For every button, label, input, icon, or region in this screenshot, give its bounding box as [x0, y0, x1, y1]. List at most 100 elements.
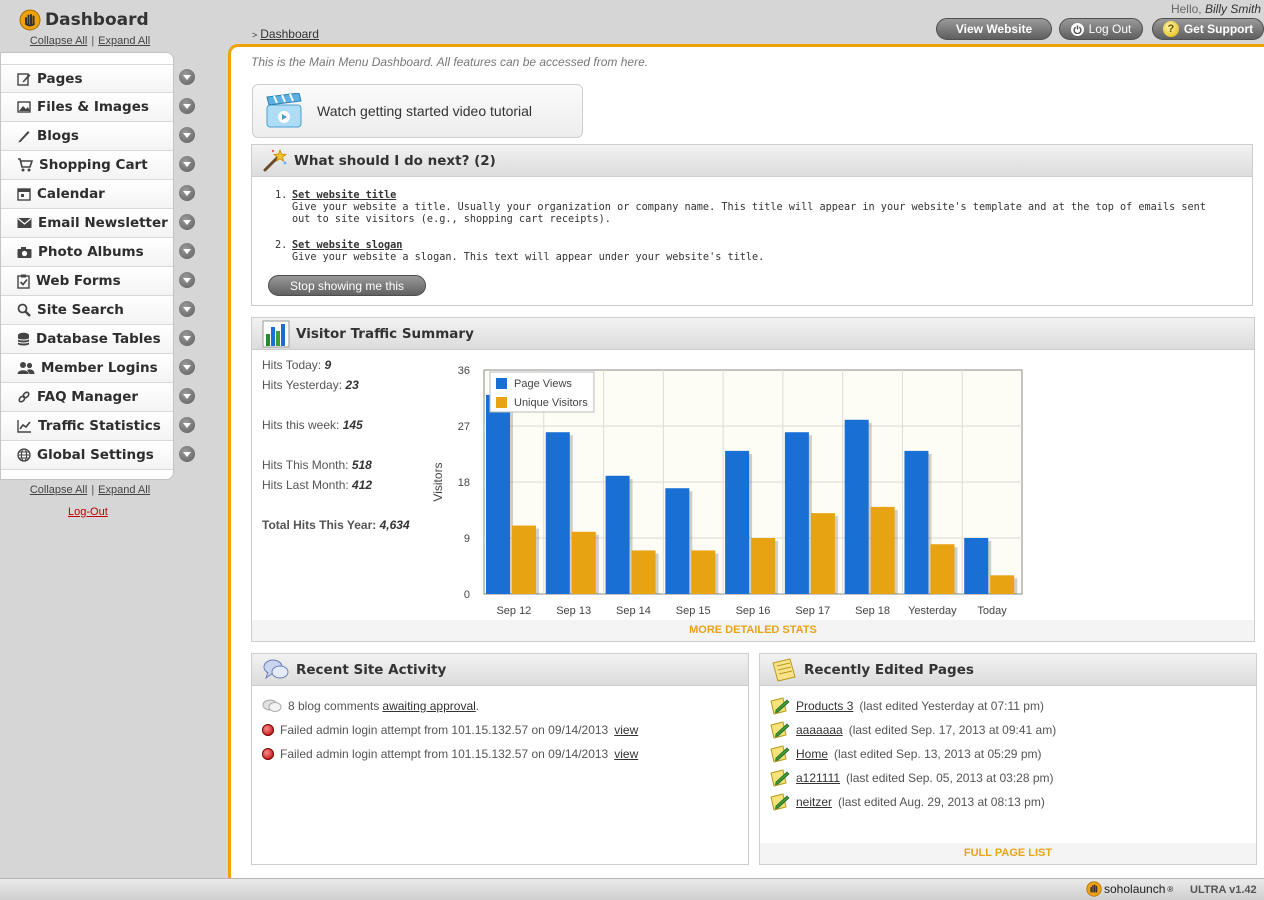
- magnifier-icon: [17, 303, 31, 317]
- sidebar-item-web-forms[interactable]: Web Forms: [1, 267, 173, 296]
- step-number: 2.: [275, 240, 288, 251]
- bar-unique-visitors: [631, 550, 656, 594]
- expand-chevron-icon[interactable]: [179, 69, 195, 85]
- view-link[interactable]: view: [614, 723, 639, 737]
- cart-icon: [17, 158, 33, 172]
- database-icon: [17, 332, 30, 347]
- x-tick-label: Sep 13: [556, 605, 591, 617]
- envelope-icon: [17, 217, 32, 229]
- sidebar-item-pages[interactable]: Pages: [1, 64, 173, 93]
- sidebar-item-blogs[interactable]: Blogs: [1, 122, 173, 151]
- view-website-button[interactable]: View Website: [936, 18, 1052, 40]
- sidebar-item-member-logins[interactable]: Member Logins: [1, 354, 173, 383]
- hand-logo-icon: [19, 9, 41, 31]
- legend-label: Unique Visitors: [514, 397, 588, 409]
- view-link[interactable]: view: [614, 747, 639, 761]
- sidebar-item-photo-albums[interactable]: Photo Albums: [1, 238, 173, 267]
- x-tick-label: Sep 15: [676, 605, 711, 617]
- set-website-slogan-link[interactable]: Set website slogan: [292, 240, 403, 251]
- sidebar-logout-link[interactable]: Log-Out: [68, 506, 108, 518]
- sidebar-item-faq-manager[interactable]: FAQ Manager: [1, 383, 173, 412]
- expand-all-link[interactable]: Expand All: [98, 35, 151, 47]
- expand-chevron-icon[interactable]: [179, 214, 195, 230]
- full-page-list-link[interactable]: FULL PAGE LIST: [760, 843, 1256, 864]
- calendar-icon: [17, 187, 31, 201]
- page-link[interactable]: neitzer: [796, 795, 833, 809]
- list-item: aaaaaaa (last edited Sep. 17, 2013 at 09:…: [770, 718, 1246, 742]
- expand-chevron-icon[interactable]: [179, 272, 195, 288]
- collapse-all-link[interactable]: Collapse All: [29, 484, 88, 496]
- magic-wand-icon: [262, 148, 288, 173]
- get-support-button[interactable]: ? Get Support: [1152, 18, 1264, 40]
- expand-chevron-icon[interactable]: [179, 243, 195, 259]
- sidebar-item-email-newsletter[interactable]: Email Newsletter: [1, 209, 173, 238]
- pencil-paper-icon: [770, 721, 790, 739]
- x-tick-label: Sep 14: [616, 605, 651, 617]
- sidebar-item-files-images[interactable]: Files & Images: [1, 93, 173, 122]
- expand-chevron-icon[interactable]: [179, 388, 195, 404]
- page-link[interactable]: Home: [796, 747, 829, 761]
- activity-text: Failed admin login attempt from 101.15.1…: [280, 723, 609, 737]
- y-tick-label: 27: [458, 421, 470, 433]
- next-steps-panel: What should I do next? (2) 1. Set website…: [251, 144, 1253, 306]
- globe-icon: [17, 448, 31, 462]
- bar-unique-visitors: [751, 538, 776, 594]
- recent-activity-header: Recent Site Activity: [252, 654, 748, 686]
- next-steps-title: What should I do next? (2): [294, 152, 496, 169]
- expand-chevron-icon[interactable]: [179, 185, 195, 201]
- sidebar-item-label: Global Settings: [37, 447, 154, 463]
- stat-label: Hits This Month:: [262, 458, 349, 472]
- page-link[interactable]: a121111: [796, 771, 841, 785]
- expand-chevron-icon[interactable]: [179, 156, 195, 172]
- sidebar-menu: Pages Files & Images Blogs Shopping Cart Cal…: [0, 52, 174, 480]
- pages-list: Products 3 (last edited Yesterday at 07:1…: [770, 694, 1246, 814]
- sidebar-item-shopping-cart[interactable]: Shopping Cart: [1, 151, 173, 180]
- expand-chevron-icon[interactable]: [179, 98, 195, 114]
- stat-label: Hits Today:: [262, 358, 322, 372]
- stat-label: Total Hits This Year:: [262, 518, 377, 532]
- more-detailed-stats-link[interactable]: MORE DETAILED STATS: [252, 620, 1254, 641]
- collapse-all-link[interactable]: Collapse All: [29, 35, 88, 47]
- stop-showing-button[interactable]: Stop showing me this: [268, 275, 426, 296]
- y-tick-label: 0: [464, 589, 470, 601]
- list-item: Home (last edited Sep. 13, 2013 at 05:29 …: [770, 742, 1246, 766]
- list-item: Failed admin login attempt from 101.15.1…: [262, 742, 738, 766]
- x-tick-label: Sep 16: [736, 605, 771, 617]
- expand-chevron-icon[interactable]: [179, 446, 195, 462]
- sidebar-item-site-search[interactable]: Site Search: [1, 296, 173, 325]
- expand-chevron-icon[interactable]: [179, 301, 195, 317]
- bar-page-views: [665, 488, 690, 594]
- video-tutorial-button[interactable]: Watch getting started video tutorial: [252, 84, 583, 138]
- expand-chevron-icon[interactable]: [179, 359, 195, 375]
- expand-chevron-icon[interactable]: [179, 330, 195, 346]
- sidebar-item-label: Web Forms: [36, 273, 121, 289]
- expand-chevron-icon[interactable]: [179, 417, 195, 433]
- breadcrumb-dashboard-link[interactable]: Dashboard: [260, 27, 319, 41]
- camera-icon: [17, 246, 32, 259]
- view-website-label: View Website: [955, 22, 1033, 36]
- log-out-button[interactable]: Log Out: [1059, 18, 1143, 40]
- sidebar-item-label: Blogs: [37, 128, 79, 144]
- page-link[interactable]: aaaaaaa: [796, 723, 843, 737]
- question-icon: ?: [1162, 21, 1179, 37]
- awaiting-approval-link[interactable]: awaiting approval: [382, 699, 476, 713]
- sidebar-item-database-tables[interactable]: Database Tables: [1, 325, 173, 354]
- speech-bubbles-icon: [262, 657, 290, 683]
- sidebar-item-global-settings[interactable]: Global Settings: [1, 441, 173, 470]
- list-item: a121111 (last edited Sep. 05, 2013 at 03:…: [770, 766, 1246, 790]
- expand-all-link[interactable]: Expand All: [98, 484, 151, 496]
- sidebar-item-traffic-statistics[interactable]: Traffic Statistics: [1, 412, 173, 441]
- sidebar-item-calendar[interactable]: Calendar: [1, 180, 173, 209]
- comment-bubble-icon: [262, 699, 282, 713]
- clipboard-check-icon: [17, 274, 30, 289]
- set-website-title-link[interactable]: Set website title: [292, 190, 397, 201]
- recent-activity-title: Recent Site Activity: [296, 661, 447, 678]
- intro-text: This is the Main Menu Dashboard. All fea…: [251, 55, 649, 69]
- expand-chevron-icon[interactable]: [179, 127, 195, 143]
- sidebar-item-label: Traffic Statistics: [38, 418, 161, 434]
- page-link[interactable]: Products 3: [796, 699, 854, 713]
- pen-icon: [17, 129, 31, 143]
- recent-pages-panel: Recently Edited Pages Products 3 (last ed…: [759, 653, 1257, 865]
- y-tick-label: 18: [458, 477, 470, 489]
- link-icon: [17, 390, 31, 404]
